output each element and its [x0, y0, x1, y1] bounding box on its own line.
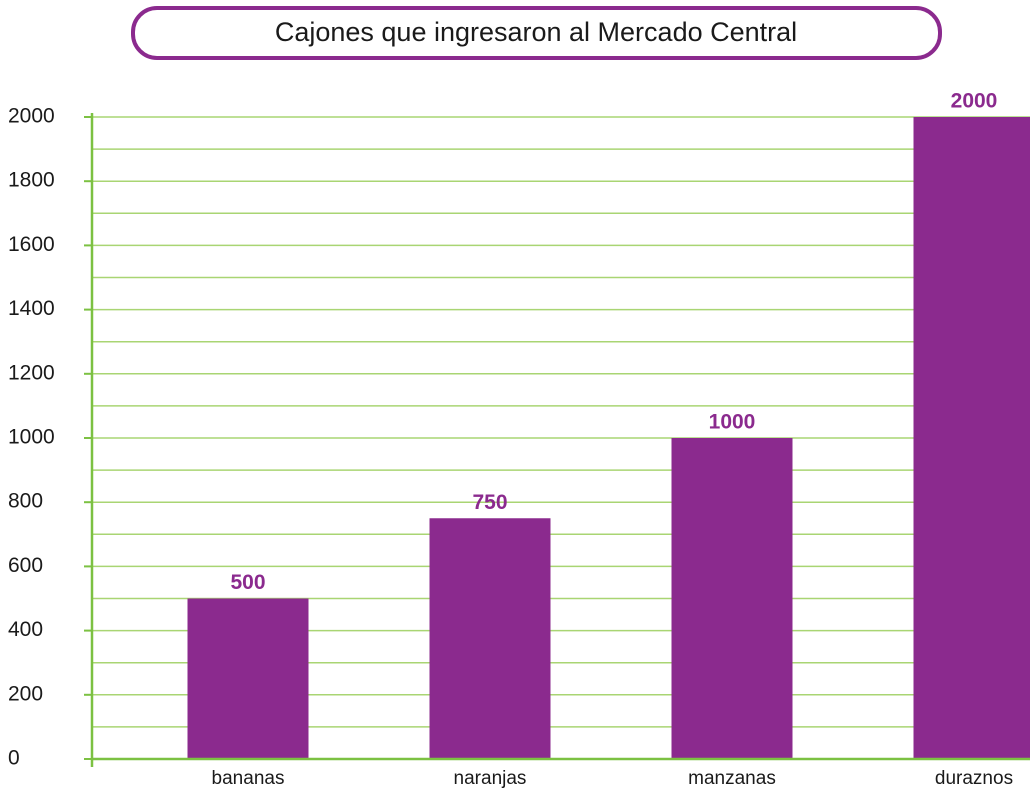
y-tick-label: 1400 [8, 297, 55, 320]
value-label: 2000 [951, 90, 998, 113]
title-box [131, 6, 942, 60]
y-tick-label: 800 [8, 490, 43, 513]
x-tick-label: bananas [212, 768, 285, 789]
bar [187, 598, 309, 759]
bar [429, 518, 551, 759]
value-label: 1000 [709, 411, 756, 434]
x-tick-label: duraznos [935, 768, 1013, 789]
y-tick-label: 600 [8, 554, 43, 577]
x-tick-label: manzanas [688, 768, 776, 789]
chart-title: Cajones que ingresaron al Mercado Centra… [275, 17, 797, 47]
value-label: 500 [230, 571, 265, 594]
y-tick-label: 1200 [8, 361, 55, 384]
bar [671, 438, 793, 759]
y-tick-label: 1600 [8, 233, 55, 256]
y-tick-label: 1000 [8, 426, 55, 449]
x-tick-label: naranjas [454, 768, 527, 789]
value-label: 750 [472, 491, 507, 514]
y-tick-label: 400 [8, 618, 43, 641]
y-tick-label: 0 [8, 747, 20, 770]
y-tick-label: 200 [8, 682, 43, 705]
bar [913, 117, 1030, 759]
y-tick-label: 2000 [8, 105, 55, 128]
y-tick-label: 1800 [8, 169, 55, 192]
